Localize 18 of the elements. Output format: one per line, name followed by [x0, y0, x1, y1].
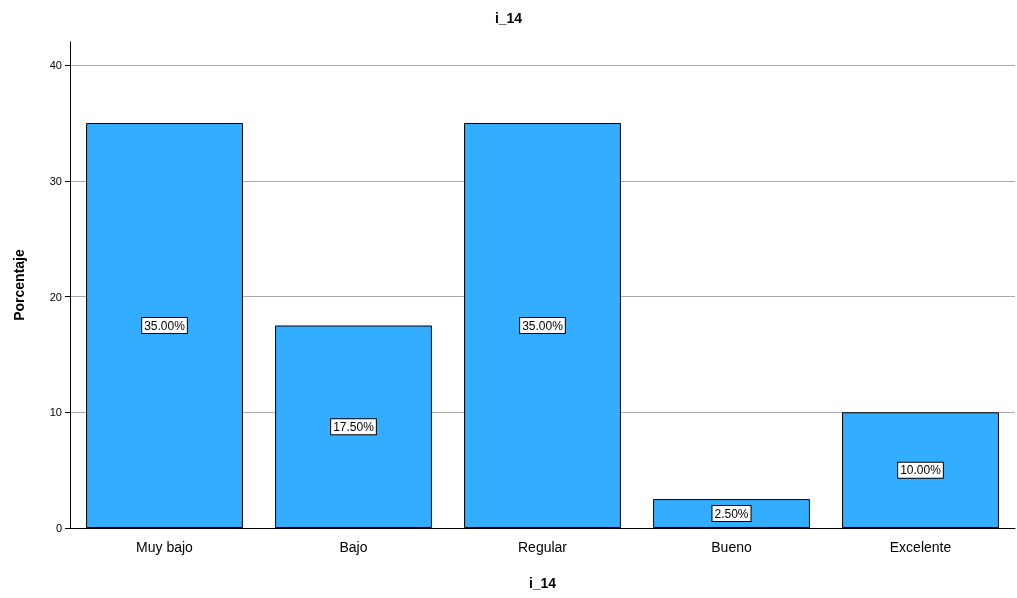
y-axis-title: Porcentaje [11, 249, 27, 321]
data-label: 10.00% [900, 463, 942, 478]
y-tick-label: 30 [49, 174, 62, 187]
x-axis-title: i_14 [528, 575, 557, 591]
data-label: 17.50% [333, 419, 375, 434]
x-tick-label: Muy bajo [136, 539, 194, 555]
x-tick-label: Bueno [711, 539, 752, 555]
y-tick-label: 20 [49, 290, 62, 303]
y-tick-label: 40 [49, 59, 62, 72]
y-tick-label: 10 [49, 406, 62, 419]
x-tick-label: Excelente [889, 539, 952, 555]
data-label: 2.50% [714, 506, 749, 521]
x-tick-label: Bajo [339, 539, 368, 555]
data-label: 35.00% [522, 318, 564, 333]
y-tick-label: 0 [55, 522, 62, 534]
data-label: 35.00% [144, 318, 186, 333]
x-tick-label: Regular [517, 539, 568, 555]
chart-title: i_14 [494, 10, 523, 26]
